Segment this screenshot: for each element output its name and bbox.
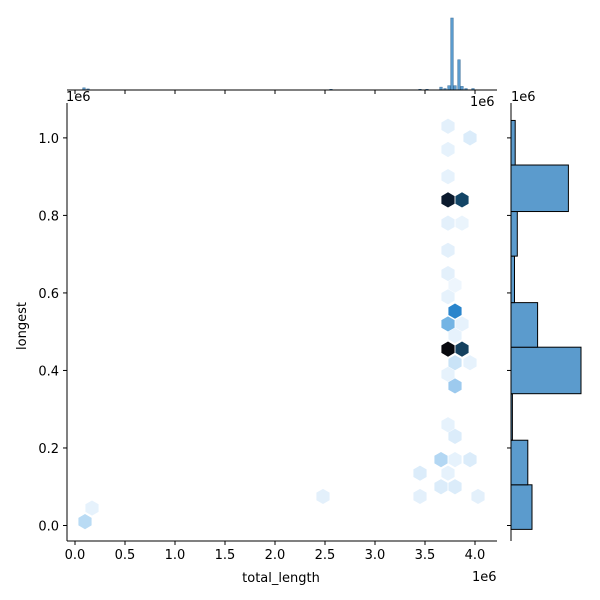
hexbin: [441, 341, 455, 357]
hexbin: [413, 488, 427, 505]
right-offset-label: 1e6: [511, 90, 536, 105]
y-tick-label: 0.4: [38, 364, 59, 379]
hexbin: [448, 327, 462, 344]
hexbin: [441, 465, 455, 481]
x-tick-label: 2.0: [265, 548, 286, 563]
hexbin: [448, 355, 462, 371]
top-marginal-histogram: [67, 17, 497, 94]
right-histogram-bar: [510, 211, 518, 257]
right-histogram-bar: [510, 255, 515, 304]
x-tick-label: 0.0: [65, 548, 86, 563]
hexbin: [441, 192, 455, 208]
top-histogram-bar: [450, 17, 454, 91]
y-tick-label: 0.6: [38, 287, 59, 302]
hexbin: [441, 417, 455, 433]
x-tick-label: 3.5: [415, 548, 436, 563]
hexbin: [463, 452, 477, 468]
hexbin: [463, 355, 477, 371]
hexbin: [448, 303, 462, 319]
hexbin: [441, 265, 455, 282]
hexbin: [441, 141, 455, 158]
right-histogram-bar: [510, 439, 529, 486]
hexbin: [441, 316, 455, 332]
hexbin: [441, 169, 455, 185]
right-histogram-bar: [510, 164, 569, 213]
right-histogram-bar: [510, 484, 533, 530]
main-axes: [66, 103, 497, 542]
x-tick-label: 4.0: [465, 548, 486, 563]
y-tick-label: 0.0: [38, 519, 59, 534]
hexbin: [455, 215, 469, 231]
hexbin: [434, 479, 448, 495]
hexbin: [441, 242, 455, 258]
hexbin: [448, 378, 462, 394]
x-tick-label: 1.5: [215, 548, 236, 563]
hexbin: [316, 488, 330, 505]
y-offset-label: 1e6: [66, 90, 91, 105]
hexbin: [434, 452, 448, 468]
hexbin: [448, 479, 462, 495]
hexbin: [448, 428, 462, 444]
hexbin: [463, 130, 477, 146]
x-offset-label: 1e6: [472, 570, 497, 585]
hexbin: [441, 289, 455, 305]
top-histogram-bar: [460, 86, 464, 91]
top-histogram-bar: [457, 59, 461, 91]
hexbin: [85, 500, 99, 516]
hexbin: [455, 316, 469, 332]
y-tick-label: 0.8: [38, 209, 59, 224]
y-tick-label: 0.2: [38, 442, 59, 457]
right-marginal-histogram: [507, 103, 582, 541]
y-axis-label: longest: [15, 302, 30, 350]
hexbin: [441, 118, 455, 134]
top-offset-label: 1e6: [470, 95, 495, 110]
x-tick-label: 1.0: [165, 548, 186, 563]
x-tick-label: 3.0: [365, 548, 386, 563]
hexbin: [448, 277, 462, 293]
hexbin: [455, 341, 469, 357]
x-axis-ticks: 0.0 0.5 1.0 1.5 2.0 2.5 3.0 3.5 4.0: [65, 541, 486, 563]
top-histogram-bar: [453, 85, 457, 91]
top-histogram-bar: [447, 85, 451, 91]
x-tick-label: 0.5: [115, 548, 136, 563]
hexbin: [448, 452, 462, 468]
hexbin: [413, 465, 427, 481]
hexbin: [78, 514, 92, 530]
hexbin: [455, 192, 469, 208]
hexbin: [471, 488, 485, 505]
hexbin-plot: 0.0 0.5 1.0 1.5 2.0 2.5 3.0 3.5 4.0 0.0 0.2 0.4 0.6…: [38, 103, 497, 563]
right-histogram-bar: [510, 346, 582, 395]
y-axis-ticks: 0.0 0.2 0.4 0.6 0.8 1.0: [38, 132, 67, 534]
y-tick-label: 1.0: [38, 132, 59, 147]
hexbin-layer: [78, 118, 485, 530]
x-axis-label: total_length: [242, 571, 320, 586]
right-histogram-bar: [510, 119, 516, 166]
right-histogram-bar: [510, 302, 539, 348]
x-tick-label: 2.5: [315, 548, 336, 563]
hexbin: [441, 366, 455, 382]
hexbin: [441, 215, 455, 231]
